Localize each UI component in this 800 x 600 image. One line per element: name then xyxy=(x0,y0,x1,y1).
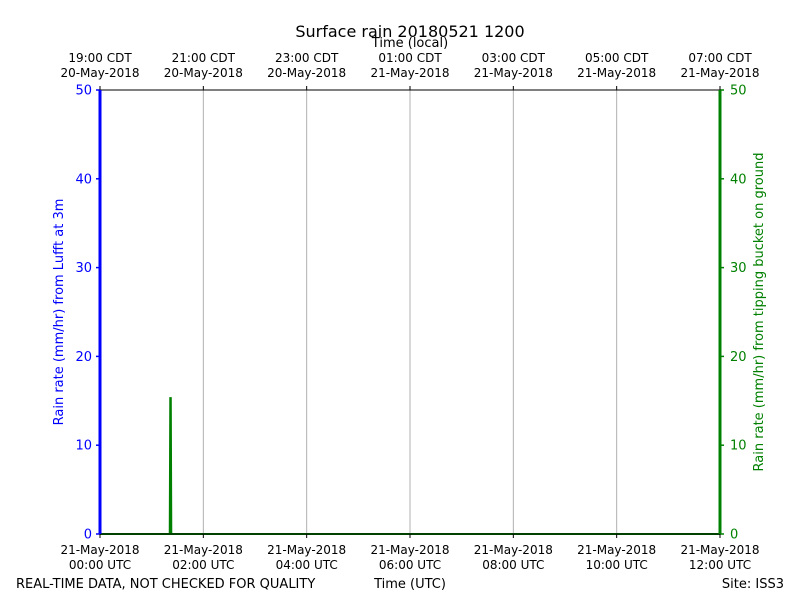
quality-note: REAL-TIME DATA, NOT CHECKED FOR QUALITY xyxy=(16,577,315,592)
bottom-tick-label-time: 02:00 UTC xyxy=(172,558,234,572)
bottom-tick-label-date: 21-May-2018 xyxy=(474,543,553,557)
left-tick-label: 30 xyxy=(75,261,92,276)
top-tick-label-time: 05:00 CDT xyxy=(585,51,649,65)
bottom-tick-label-time: 10:00 UTC xyxy=(586,558,648,572)
left-tick-label: 40 xyxy=(75,172,92,187)
right-tick-label: 50 xyxy=(730,84,747,99)
right-tick-label: 40 xyxy=(730,172,747,187)
top-tick-label-date: 20-May-2018 xyxy=(164,66,243,80)
site-label: Site: ISS3 xyxy=(722,577,784,592)
top-tick-label-time: 19:00 CDT xyxy=(68,51,132,65)
top-tick-label-date: 21-May-2018 xyxy=(577,66,656,80)
left-tick-label: 50 xyxy=(75,84,92,99)
top-tick-label-time: 21:00 CDT xyxy=(172,51,236,65)
left-tick-label: 0 xyxy=(84,528,92,543)
bottom-tick-label-time: 12:00 UTC xyxy=(689,558,751,572)
right-tick-label: 10 xyxy=(730,439,747,454)
top-axis-label: Time (local) xyxy=(371,36,448,51)
top-tick-label-time: 23:00 CDT xyxy=(275,51,339,65)
right-tick-label: 0 xyxy=(730,528,738,543)
bottom-tick-label-time: 06:00 UTC xyxy=(379,558,441,572)
top-tick-label-date: 20-May-2018 xyxy=(267,66,346,80)
top-tick-label-date: 21-May-2018 xyxy=(370,66,449,80)
grid xyxy=(202,90,618,534)
chart-title: Surface rain 20180521 1200 xyxy=(295,22,524,41)
bottom-tick-label-date: 21-May-2018 xyxy=(370,543,449,557)
top-tick-label-time: 01:00 CDT xyxy=(378,51,442,65)
top-tick-label-date: 21-May-2018 xyxy=(680,66,759,80)
top-tick-label-time: 07:00 CDT xyxy=(688,51,752,65)
right-tick-label: 30 xyxy=(730,261,747,276)
bottom-tick-label-date: 21-May-2018 xyxy=(267,543,346,557)
bottom-tick-label-time: 00:00 UTC xyxy=(69,558,131,572)
left-tick-label: 10 xyxy=(75,439,92,454)
bottom-tick-label-time: 08:00 UTC xyxy=(482,558,544,572)
right-axis-label: Rain rate (mm/hr) from tipping bucket on… xyxy=(752,153,767,472)
bottom-tick-label-date: 21-May-2018 xyxy=(577,543,656,557)
bottom-axis-label: Time (UTC) xyxy=(373,577,446,592)
bottom-tick-label-date: 21-May-2018 xyxy=(60,543,139,557)
bottom-tick-label-time: 04:00 UTC xyxy=(276,558,338,572)
right-tick-label: 20 xyxy=(730,350,747,365)
bottom-tick-label-date: 21-May-2018 xyxy=(680,543,759,557)
left-tick-label: 20 xyxy=(75,350,92,365)
bottom-tick-label-date: 21-May-2018 xyxy=(164,543,243,557)
left-axis-label: Rain rate (mm/hr) from Lufft at 3m xyxy=(52,199,67,426)
top-tick-label-time: 03:00 CDT xyxy=(482,51,546,65)
top-tick-label-date: 20-May-2018 xyxy=(60,66,139,80)
top-tick-label-date: 21-May-2018 xyxy=(474,66,553,80)
